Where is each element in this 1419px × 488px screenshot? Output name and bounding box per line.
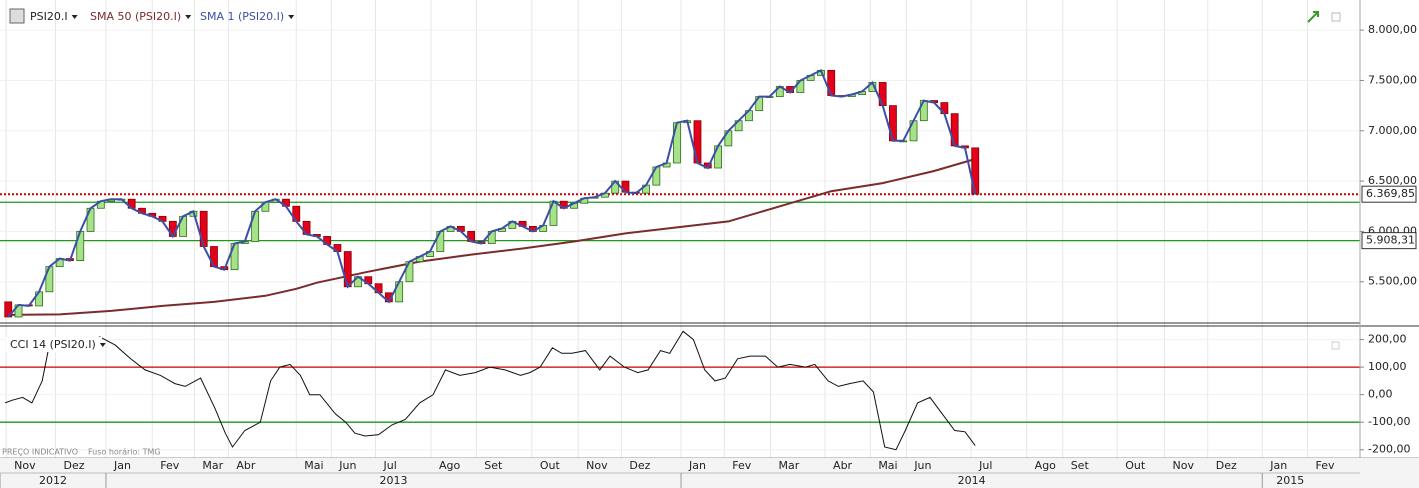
window-icon[interactable] bbox=[1331, 12, 1341, 22]
y-tick-label: 100,00 bbox=[1368, 360, 1407, 373]
sma1-line bbox=[7, 69, 977, 318]
month-label: Ago bbox=[1035, 459, 1057, 472]
month-label: Abr bbox=[833, 459, 853, 472]
footer-timezone: Fuso horário: TMG bbox=[88, 448, 161, 457]
legend-bg bbox=[6, 337, 102, 352]
month-label: Dez bbox=[629, 459, 650, 472]
month-label: Fev bbox=[160, 459, 179, 472]
level-label-box bbox=[1361, 185, 1417, 203]
year-label: 2012 bbox=[39, 474, 67, 487]
y-tick-label: 8.000,00 bbox=[1368, 23, 1417, 36]
level-label: 6.369,85 bbox=[1366, 187, 1415, 200]
year-label: 2015 bbox=[1276, 474, 1304, 487]
month-label: Dez bbox=[1216, 459, 1237, 472]
y-tick-label: 7.000,00 bbox=[1368, 124, 1417, 137]
year-label: 2013 bbox=[379, 474, 407, 487]
year-label: 2014 bbox=[958, 474, 986, 487]
month-label: Dez bbox=[64, 459, 85, 472]
month-label: Set bbox=[484, 459, 503, 472]
month-label: Fev bbox=[1316, 459, 1335, 472]
month-label: Mar bbox=[779, 459, 800, 472]
dropdown-arrow bbox=[288, 15, 295, 19]
month-label: Jun bbox=[913, 459, 931, 472]
month-label: Mar bbox=[202, 459, 223, 472]
month-label: Jan bbox=[113, 459, 131, 472]
month-label: Jul bbox=[978, 459, 992, 472]
month-label: Nov bbox=[1173, 459, 1195, 472]
sma-line bbox=[8, 158, 976, 316]
window-icon[interactable] bbox=[1331, 341, 1340, 350]
month-label: Jul bbox=[382, 459, 396, 472]
trend-icon[interactable] bbox=[1307, 11, 1319, 23]
month-label: Jan bbox=[1269, 459, 1287, 472]
month-label: Out bbox=[540, 459, 561, 472]
month-label: Set bbox=[1071, 459, 1090, 472]
month-label: Fev bbox=[732, 459, 751, 472]
month-label: Nov bbox=[14, 459, 36, 472]
legend-entry[interactable]: SMA 50 (PSI20.I) bbox=[90, 10, 181, 23]
month-label: Jun bbox=[338, 459, 356, 472]
legend-entry[interactable]: SMA 1 (PSI20.I) bbox=[200, 10, 284, 23]
y-tick-label: -100,00 bbox=[1368, 415, 1410, 428]
month-label: Ago bbox=[439, 459, 461, 472]
footer-note: PREÇO INDICATIVO bbox=[2, 448, 78, 457]
month-label: Nov bbox=[586, 459, 608, 472]
y-tick-label: 6.500,00 bbox=[1368, 174, 1417, 187]
y-tick-label: 7.500,00 bbox=[1368, 73, 1417, 86]
legend-entry[interactable]: CCI 14 (PSI20.I) bbox=[10, 338, 96, 351]
month-label: Mai bbox=[878, 459, 897, 472]
y-tick-label: 0,00 bbox=[1368, 388, 1393, 401]
cci-line bbox=[4, 330, 976, 451]
dropdown-arrow bbox=[71, 15, 78, 19]
dropdown-arrow bbox=[185, 15, 192, 19]
marks bbox=[0, 69, 1360, 451]
instrument-icon bbox=[9, 8, 25, 24]
month-label: Mai bbox=[304, 459, 323, 472]
level-label: 5.908,31 bbox=[1366, 234, 1415, 247]
y-tick-label: 5.500,00 bbox=[1368, 275, 1417, 288]
axes: Nov Dez Jan Fev Mar Abr Mai Jun Jul Ago Set Out Nov D… bbox=[0, 23, 1417, 488]
y-tick-label: -200,00 bbox=[1368, 443, 1410, 456]
month-label: Jan bbox=[688, 459, 706, 472]
legend-entry[interactable]: PSI20.I bbox=[30, 10, 68, 23]
dropdown-arrow bbox=[99, 343, 106, 347]
month-label: Out bbox=[1125, 459, 1146, 472]
level-label-box bbox=[1361, 232, 1417, 250]
month-label: Abr bbox=[236, 459, 256, 472]
y-tick-label: 200,00 bbox=[1368, 333, 1407, 346]
